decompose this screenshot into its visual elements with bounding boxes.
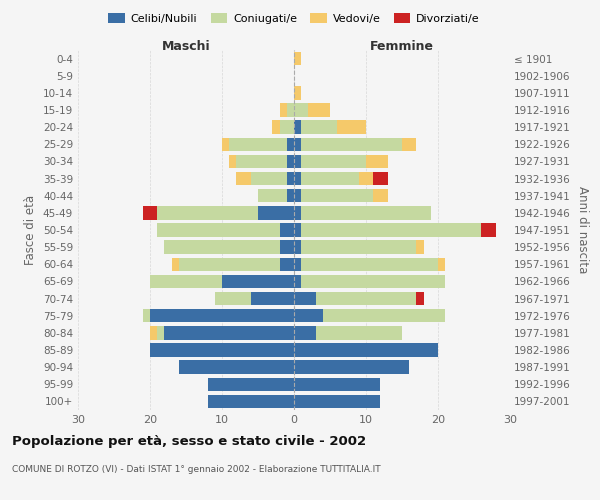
Y-axis label: Fasce di età: Fasce di età [25,195,37,265]
Bar [294,138,301,151]
Bar [481,224,496,236]
Bar [294,172,301,186]
Bar [301,206,431,220]
Bar [294,154,301,168]
Bar [164,326,294,340]
Bar [179,258,280,271]
Bar [150,326,157,340]
Bar [294,258,301,271]
Bar [280,258,294,271]
Bar [280,120,294,134]
Bar [294,224,301,236]
Bar [294,104,308,117]
Y-axis label: Anni di nascita: Anni di nascita [577,186,589,274]
Bar [150,344,294,356]
Bar [416,240,424,254]
Bar [258,189,287,202]
Text: Femmine: Femmine [370,40,434,54]
Bar [301,154,366,168]
Bar [157,224,280,236]
Bar [258,206,294,220]
Bar [294,120,301,134]
Bar [294,189,301,202]
Bar [301,258,438,271]
Bar [272,120,280,134]
Bar [308,104,330,117]
Bar [280,104,287,117]
Bar [337,120,366,134]
Legend: Celibi/Nubili, Coniugati/e, Vedovi/e, Divorziati/e: Celibi/Nubili, Coniugati/e, Vedovi/e, Di… [104,9,484,29]
Bar [294,86,301,100]
Bar [229,138,287,151]
Bar [402,138,416,151]
Bar [280,240,294,254]
Bar [323,309,445,322]
Bar [301,224,481,236]
Bar [179,360,294,374]
Bar [172,258,179,271]
Bar [150,309,294,322]
Bar [287,189,294,202]
Text: COMUNE DI ROTZO (VI) - Dati ISTAT 1° gennaio 2002 - Elaborazione TUTTITALIA.IT: COMUNE DI ROTZO (VI) - Dati ISTAT 1° gen… [12,465,380,474]
Bar [294,240,301,254]
Bar [316,326,402,340]
Bar [287,172,294,186]
Bar [251,172,287,186]
Bar [143,206,157,220]
Bar [316,292,416,306]
Bar [294,206,301,220]
Bar [294,52,301,66]
Bar [294,309,323,322]
Bar [157,326,164,340]
Bar [301,274,445,288]
Bar [301,189,373,202]
Bar [287,138,294,151]
Bar [294,378,380,391]
Bar [301,172,359,186]
Bar [208,394,294,408]
Bar [294,274,301,288]
Bar [438,258,445,271]
Bar [359,172,373,186]
Bar [294,292,316,306]
Bar [373,172,388,186]
Bar [157,206,258,220]
Bar [287,104,294,117]
Bar [215,292,251,306]
Bar [294,344,438,356]
Bar [236,172,251,186]
Bar [373,189,388,202]
Text: Popolazione per età, sesso e stato civile - 2002: Popolazione per età, sesso e stato civil… [12,435,366,448]
Bar [280,224,294,236]
Bar [236,154,287,168]
Bar [229,154,236,168]
Bar [366,154,388,168]
Bar [143,309,150,322]
Bar [208,378,294,391]
Bar [301,138,402,151]
Bar [416,292,424,306]
Bar [251,292,294,306]
Bar [287,154,294,168]
Bar [222,138,229,151]
Bar [294,360,409,374]
Bar [301,120,337,134]
Bar [164,240,280,254]
Bar [294,326,316,340]
Text: Maschi: Maschi [161,40,211,54]
Bar [294,394,380,408]
Bar [150,274,222,288]
Bar [222,274,294,288]
Bar [301,240,416,254]
